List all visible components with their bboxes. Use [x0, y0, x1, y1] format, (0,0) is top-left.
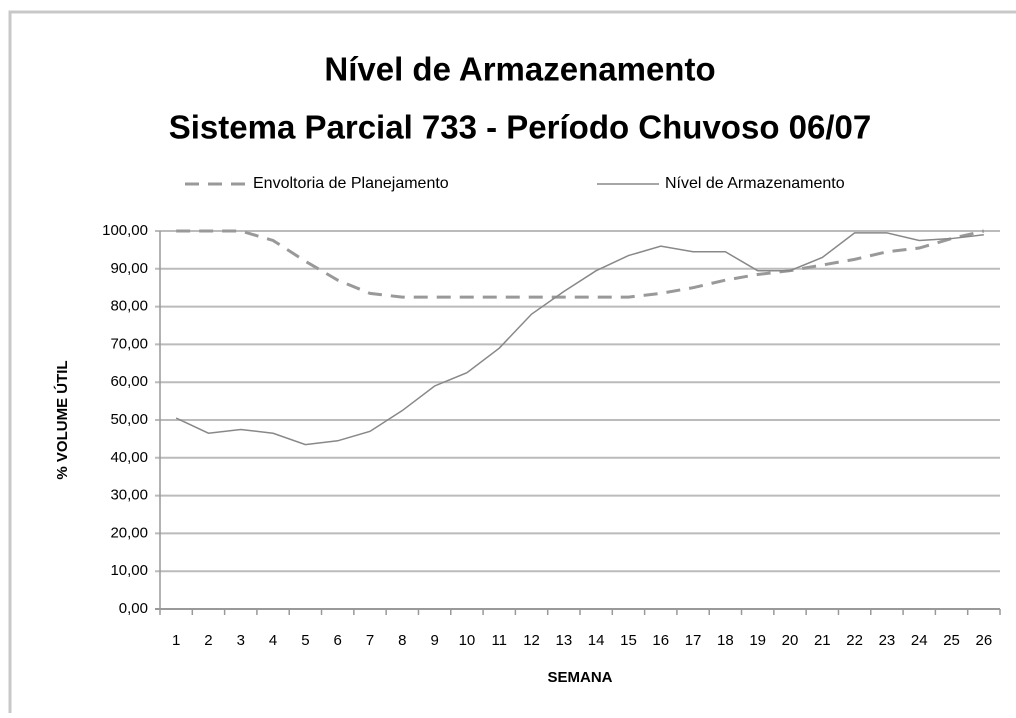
x-tick-label: 3	[237, 632, 245, 649]
x-tick-label: 12	[523, 632, 540, 649]
y-tick-label: 30,00	[110, 487, 148, 504]
x-tick-label: 8	[398, 632, 406, 649]
x-tick-label: 18	[717, 632, 734, 649]
x-tick-label: 15	[620, 632, 637, 649]
x-tick-label: 19	[749, 632, 766, 649]
y-tick-label: 0,00	[119, 600, 148, 617]
x-tick-label: 16	[652, 632, 669, 649]
x-tick-label: 10	[459, 632, 476, 649]
y-tick-label: 60,00	[110, 373, 148, 390]
x-tick-label: 13	[556, 632, 573, 649]
line-series	[175, 232, 984, 446]
line-series	[176, 229, 985, 299]
x-tick-label: 11	[491, 632, 507, 649]
legend-label: Nível de Armazenamento	[665, 175, 845, 192]
x-tick-label: 9	[430, 632, 438, 649]
x-tick-label: 20	[782, 632, 799, 649]
x-tick-label: 7	[366, 632, 374, 649]
x-axis-label: SEMANA	[547, 669, 612, 686]
x-tick-label: 26	[976, 632, 993, 649]
y-tick-label: 90,00	[110, 260, 148, 277]
y-tick-label: 20,00	[110, 524, 148, 541]
x-tick-label: 4	[269, 632, 277, 649]
chart-title: Nível de Armazenamento	[324, 51, 715, 88]
x-tick-label: 6	[334, 632, 342, 649]
x-tick-label: 2	[204, 632, 212, 649]
legend-label: Envoltoria de Planejamento	[253, 175, 449, 192]
y-tick-label: 40,00	[110, 449, 148, 466]
x-tick-label: 24	[911, 632, 928, 649]
y-tick-label: 70,00	[110, 335, 148, 352]
x-tick-label: 23	[879, 632, 896, 649]
y-tick-label: 100,00	[102, 222, 148, 239]
x-tick-label: 5	[301, 632, 309, 649]
x-tick-label: 14	[588, 632, 605, 649]
y-tick-label: 80,00	[110, 298, 148, 315]
x-tick-label: 17	[685, 632, 702, 649]
chart-subtitle: Sistema Parcial 733 - Período Chuvoso 06…	[169, 109, 871, 146]
y-tick-label: 10,00	[110, 562, 148, 579]
x-tick-label: 25	[943, 632, 960, 649]
x-tick-label: 21	[814, 632, 831, 649]
x-tick-label: 22	[846, 632, 863, 649]
y-tick-label: 50,00	[110, 411, 148, 428]
x-tick-label: 1	[172, 632, 180, 649]
y-axis-label: % VOLUME ÚTIL	[53, 360, 71, 479]
chart-frame	[8, 10, 1016, 718]
